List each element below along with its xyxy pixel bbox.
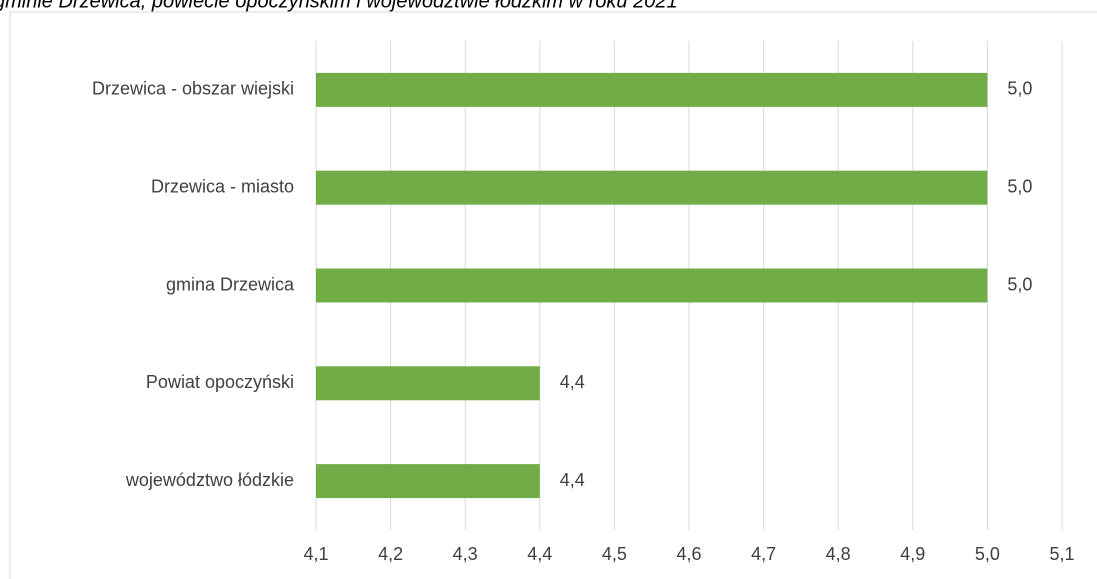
y-tick-label: Drzewica - miasto (151, 176, 294, 196)
x-tick-label: 4,5 (602, 544, 627, 564)
data-label: 5,0 (1007, 79, 1032, 99)
x-tick-label: 4,1 (303, 544, 328, 564)
x-tick-label: 4,2 (378, 544, 403, 564)
bar (316, 170, 988, 205)
x-tick-label: 5,0 (975, 544, 1000, 564)
chart-frame (9, 11, 1097, 579)
x-tick-label: 4,3 (453, 544, 478, 564)
x-tick-label: 5,1 (1049, 544, 1074, 564)
y-tick-label: gmina Drzewica (166, 274, 295, 294)
x-tick-label: 4,8 (826, 544, 851, 564)
x-tick-label: 4,7 (751, 544, 776, 564)
bar (316, 72, 988, 107)
x-tick-label: 4,6 (676, 544, 701, 564)
data-label: 4,4 (560, 470, 585, 490)
y-tick-label: województwo łódzkie (125, 470, 294, 490)
y-tick-label: Powiat opoczyński (146, 372, 294, 392)
bar (316, 268, 988, 303)
data-label: 5,0 (1007, 274, 1032, 294)
bar (316, 366, 540, 401)
y-tick-label: Drzewica - obszar wiejski (92, 79, 294, 99)
chart-title: gminie Drzewica, powiecie opoczyńskim i … (0, 0, 678, 12)
x-tick-label: 4,4 (527, 544, 552, 564)
data-label: 5,0 (1007, 176, 1032, 196)
x-tick-label: 4,9 (900, 544, 925, 564)
data-label: 4,4 (560, 372, 585, 392)
bar (316, 464, 540, 499)
